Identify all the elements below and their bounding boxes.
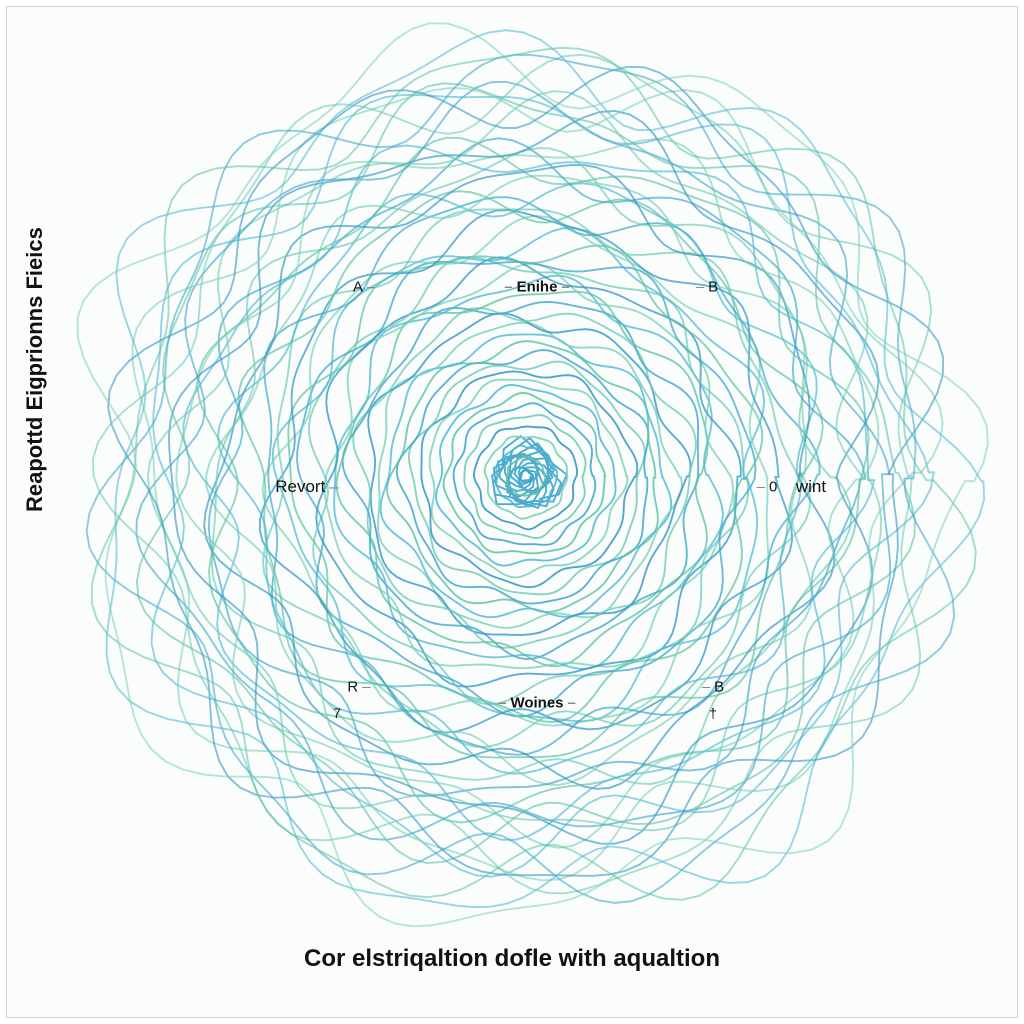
annotation-mid-right: wint (796, 477, 826, 497)
contour-ring (397, 350, 649, 603)
annotation-bot-B: –B (702, 679, 724, 696)
annotation-bot-cross: † (709, 705, 717, 721)
annotation-top-center: –Enihe– (504, 279, 570, 296)
annotation-top-A: A– (353, 279, 375, 296)
annotation-text: R (347, 679, 358, 696)
annotation-text: † (709, 705, 717, 721)
y-axis-label: Reapottd Eigprionns Fieics (22, 227, 48, 512)
x-axis-label: Cor elstriqaltion dofle with aqualtion (304, 945, 720, 973)
annotation-text: 7 (333, 705, 341, 721)
annotation-text: Enihe (517, 279, 558, 296)
annotation-text: B (714, 679, 724, 696)
annotation-bot-7: 7 (333, 705, 341, 721)
annotation-text: A (353, 279, 363, 296)
annotation-mid-right-0: –0 (757, 479, 778, 496)
annotation-text: wint (796, 477, 826, 497)
annotation-text: 0 (769, 479, 777, 496)
contour-ring (436, 385, 616, 566)
annotation-text: Revort (275, 477, 325, 497)
chart-area: Reapottd Eigprionns Fieics Cor elstriqal… (7, 7, 1017, 1017)
figure-frame: Reapottd Eigprionns Fieics Cor elstriqal… (6, 6, 1018, 1018)
annotation-text: B (708, 279, 718, 296)
annotation-bot-center: –Woines– (498, 695, 576, 712)
contour-ring (430, 380, 628, 578)
annotation-text: Woines (510, 695, 563, 712)
annotation-top-B: –B (696, 279, 718, 296)
contour-ring (387, 341, 658, 612)
annotation-bot-R: R– (347, 679, 370, 696)
contour-spiral-svg (7, 7, 1017, 1017)
annotation-mid-left: Revort– (275, 477, 339, 497)
